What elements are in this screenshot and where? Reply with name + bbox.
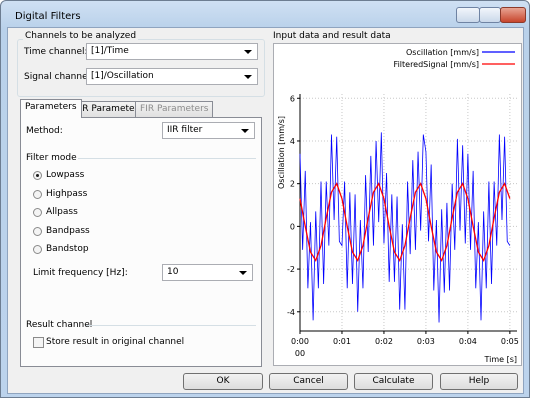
radio-button[interactable] <box>33 208 42 217</box>
chart-caption: Input data and result data <box>273 31 391 41</box>
time-channel-combo[interactable]: [1]/Time <box>86 43 258 60</box>
signal-channel-combo[interactable]: [1]/Oscillation <box>86 68 258 85</box>
x-tick-label: 0:02 <box>375 337 393 346</box>
y-axis-label: Oscillation [mm/s] <box>277 116 286 189</box>
tab[interactable]: Parameters <box>20 99 82 118</box>
legend-label: FilteredSignal [mm/s] <box>394 60 479 69</box>
minimize-button[interactable] <box>456 7 480 23</box>
separator <box>78 158 256 159</box>
radio-button[interactable] <box>33 189 42 199</box>
radio-label: Allpass <box>46 207 78 217</box>
radio-button[interactable] <box>33 245 42 254</box>
time-channel-label: Time channel: <box>24 47 88 57</box>
tab: FIR Parameters <box>135 101 214 117</box>
store-label: Store result in original channel <box>46 337 185 347</box>
x-tick-label: 0:03 <box>417 337 435 346</box>
group-title: Channels to be analyzed <box>23 31 139 41</box>
legend-label: Oscillation [mm/s] <box>406 48 479 57</box>
limit-frequency-spinner[interactable]: 10 <box>162 264 253 281</box>
close-button[interactable] <box>500 7 526 23</box>
calculate-button[interactable]: Calculate <box>354 373 433 390</box>
y-tick-label: 2 <box>290 180 295 189</box>
chart: -4 -2 0 2 4 6 0:00 0:01 0:02 0:03 0:04 0:05 00 Time [… <box>273 43 522 366</box>
maximize-button[interactable] <box>479 7 501 23</box>
method-combo[interactable]: IIR filter <box>162 122 255 139</box>
x-tick-label: 0:05 <box>501 337 519 346</box>
help-button[interactable]: Help <box>440 373 518 390</box>
radio-button[interactable] <box>33 171 42 180</box>
x-axis-label: Time [s] <box>483 355 517 364</box>
y-tick-label: 4 <box>290 137 295 146</box>
signal-channel-label: Signal channel: <box>24 72 94 82</box>
y-tick-label: 0 <box>290 222 295 231</box>
x-tick-label: 0:04 <box>459 337 477 346</box>
series-line <box>299 182 511 263</box>
store-checkbox[interactable] <box>33 337 44 348</box>
x-tick-label: 0:00 <box>291 337 309 346</box>
separator <box>86 325 256 326</box>
y-tick-label: 6 <box>290 94 295 103</box>
radio-label: Bandstop <box>46 244 89 254</box>
radio-button[interactable] <box>33 226 42 236</box>
section-title: Result channel <box>26 320 93 330</box>
series-line <box>299 132 511 323</box>
y-tick-label: -4 <box>287 308 295 317</box>
method-label: Method: <box>26 126 63 136</box>
ok-button[interactable]: OK <box>183 373 263 390</box>
channels-group <box>17 39 265 97</box>
y-tick-label: -2 <box>287 265 295 274</box>
x-sublabel: 00 <box>295 349 305 358</box>
x-tick-label: 0:01 <box>333 337 351 346</box>
cancel-button[interactable]: Cancel <box>269 373 348 390</box>
limit-frequency-label: Limit frequency [Hz]: <box>33 268 128 278</box>
radio-label: Lowpass <box>46 170 85 180</box>
radio-label: Highpass <box>46 188 88 199</box>
radio-label: Bandpass <box>46 225 90 236</box>
window-title: Digital Filters <box>15 11 81 22</box>
section-title: Filter mode <box>26 153 77 163</box>
